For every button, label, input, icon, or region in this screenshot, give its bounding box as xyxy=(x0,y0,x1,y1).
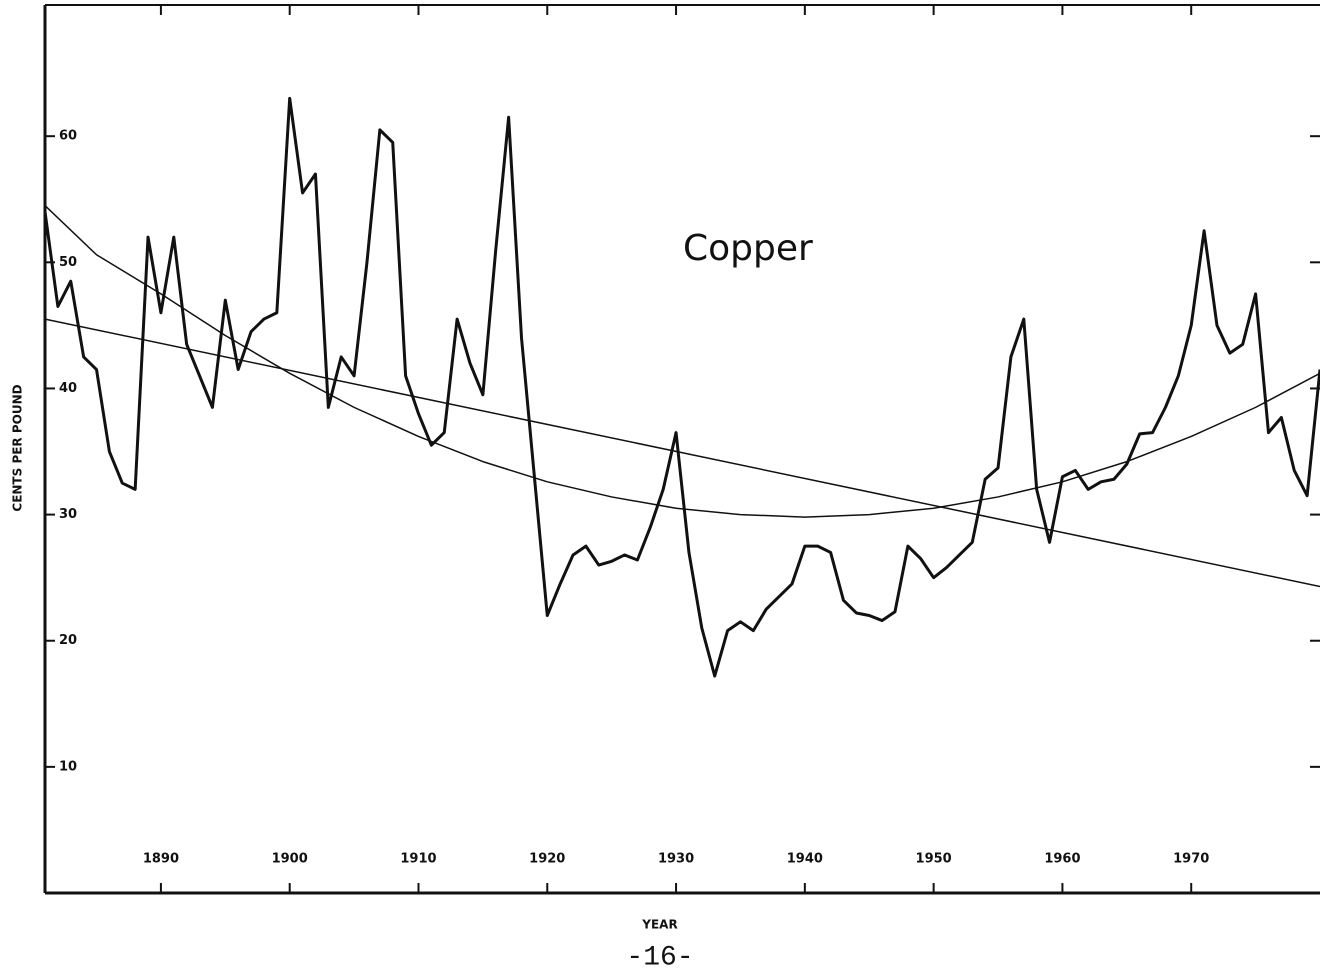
data-line xyxy=(44,205,1320,518)
y-tick-label: 20 xyxy=(59,633,77,648)
annotation: Copper xyxy=(683,228,813,269)
y-axis-label: CENTS PER POUND xyxy=(11,384,25,511)
x-tick-label: 1940 xyxy=(787,852,823,867)
x-tick-label: 1910 xyxy=(400,852,436,867)
y-tick-label: 50 xyxy=(59,255,77,270)
x-tick-label: 1960 xyxy=(1044,852,1080,867)
x-tick-label: 1930 xyxy=(658,852,694,867)
y-tick-label: 60 xyxy=(59,129,77,144)
x-tick-label: 1900 xyxy=(272,852,308,867)
y-tick-label: 10 xyxy=(59,759,77,774)
page-number: -16- xyxy=(626,942,693,973)
x-tick-label: 1950 xyxy=(916,852,952,867)
x-tick-label: 1970 xyxy=(1173,852,1209,867)
x-tick-label: 1890 xyxy=(143,852,179,867)
y-tick-label: 40 xyxy=(59,381,77,396)
data-line xyxy=(43,96,1320,678)
y-tick-label: 30 xyxy=(59,507,77,522)
x-axis-label: YEAR xyxy=(641,918,677,932)
data-line xyxy=(44,318,1320,588)
x-tick-label: 1920 xyxy=(529,852,565,867)
